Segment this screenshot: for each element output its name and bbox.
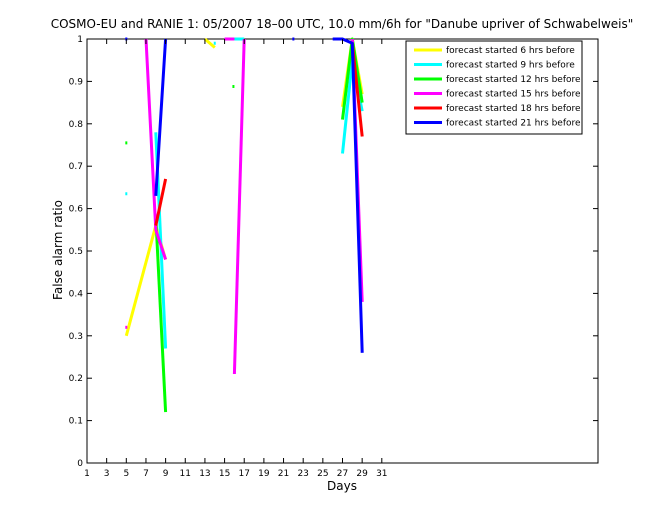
series-6-segment-2 xyxy=(154,38,168,196)
legend-entry-6: forecast started 21 hrs before xyxy=(414,119,581,129)
y-tick-label: 0.9 xyxy=(69,77,84,87)
legend-entry-2: forecast started 9 hrs before xyxy=(414,61,575,71)
x-tick-label: 11 xyxy=(180,469,191,479)
x-tick-label: 15 xyxy=(219,469,230,479)
y-tick-label: 0 xyxy=(77,459,83,469)
legend-entry-3: forecast started 12 hrs before xyxy=(414,75,581,85)
x-tick-label: 3 xyxy=(104,469,110,479)
y-tick-label: 0.5 xyxy=(69,247,83,257)
legend-label: forecast started 6 hrs before xyxy=(446,46,575,56)
x-axis-label: Days xyxy=(327,479,357,493)
chart-title: COSMO-EU and RANIE 1: 05/2007 18–00 UTC,… xyxy=(51,17,634,31)
series-4-segment-4 xyxy=(232,38,246,375)
legend-label: forecast started 9 hrs before xyxy=(446,61,575,71)
x-tick-label: 29 xyxy=(356,469,368,479)
x-tick-label: 23 xyxy=(297,469,308,479)
y-tick-label: 0.8 xyxy=(69,120,84,130)
legend-label: forecast started 18 hrs before xyxy=(446,104,581,114)
y-tick-label: 1 xyxy=(77,35,83,45)
x-axis: 1 3 5 7 9 11 13 15 17 19 21 23 25 27 29 31 xyxy=(84,39,388,479)
x-tick-label: 17 xyxy=(239,469,250,479)
x-tick-label: 1 xyxy=(84,469,90,479)
legend: forecast started 6 hrs before forecast st… xyxy=(405,40,583,135)
x-tick-label: 25 xyxy=(317,469,328,479)
series-3-segment-2 xyxy=(154,217,168,413)
y-tick-label: 0.3 xyxy=(69,332,83,342)
x-tick-label: 31 xyxy=(376,469,387,479)
x-tick-label: 21 xyxy=(278,469,289,479)
y-tick-label: 0.2 xyxy=(69,374,83,384)
y-tick-label: 0.7 xyxy=(69,162,83,172)
legend-box xyxy=(405,40,583,135)
x-tick-label: 27 xyxy=(337,469,348,479)
legend-label: forecast started 21 hrs before xyxy=(446,119,581,129)
series-6-segment-4 xyxy=(332,37,364,353)
y-tick-label: 0.6 xyxy=(69,205,84,215)
series-6 xyxy=(125,37,364,353)
legend-label: forecast started 12 hrs before xyxy=(446,75,581,85)
y-axis-label: False alarm ratio xyxy=(51,200,65,300)
x-tick-label: 19 xyxy=(258,469,270,479)
legend-entry-1: forecast started 6 hrs before xyxy=(414,46,575,56)
series-4-segment-2 xyxy=(144,38,168,260)
series-5-segment-1 xyxy=(154,178,168,226)
x-tick-label: 13 xyxy=(199,469,210,479)
series-1-segment-2 xyxy=(203,37,216,49)
y-tick-label: 0.1 xyxy=(69,417,83,427)
series-layer xyxy=(124,37,364,413)
legend-entry-4: forecast started 15 hrs before xyxy=(414,90,581,100)
y-tick-label: 0.4 xyxy=(69,289,84,299)
x-tick-label: 5 xyxy=(123,469,129,479)
legend-entry-5: forecast started 18 hrs before xyxy=(414,104,581,114)
x-tick-label: 7 xyxy=(143,469,149,479)
y-axis: 0 0.1 0.2 0.3 0.4 0.5 0.6 0.7 0.8 0.9 1 xyxy=(69,35,598,469)
x-tick-label: 9 xyxy=(163,469,169,479)
legend-label: forecast started 15 hrs before xyxy=(446,90,581,100)
